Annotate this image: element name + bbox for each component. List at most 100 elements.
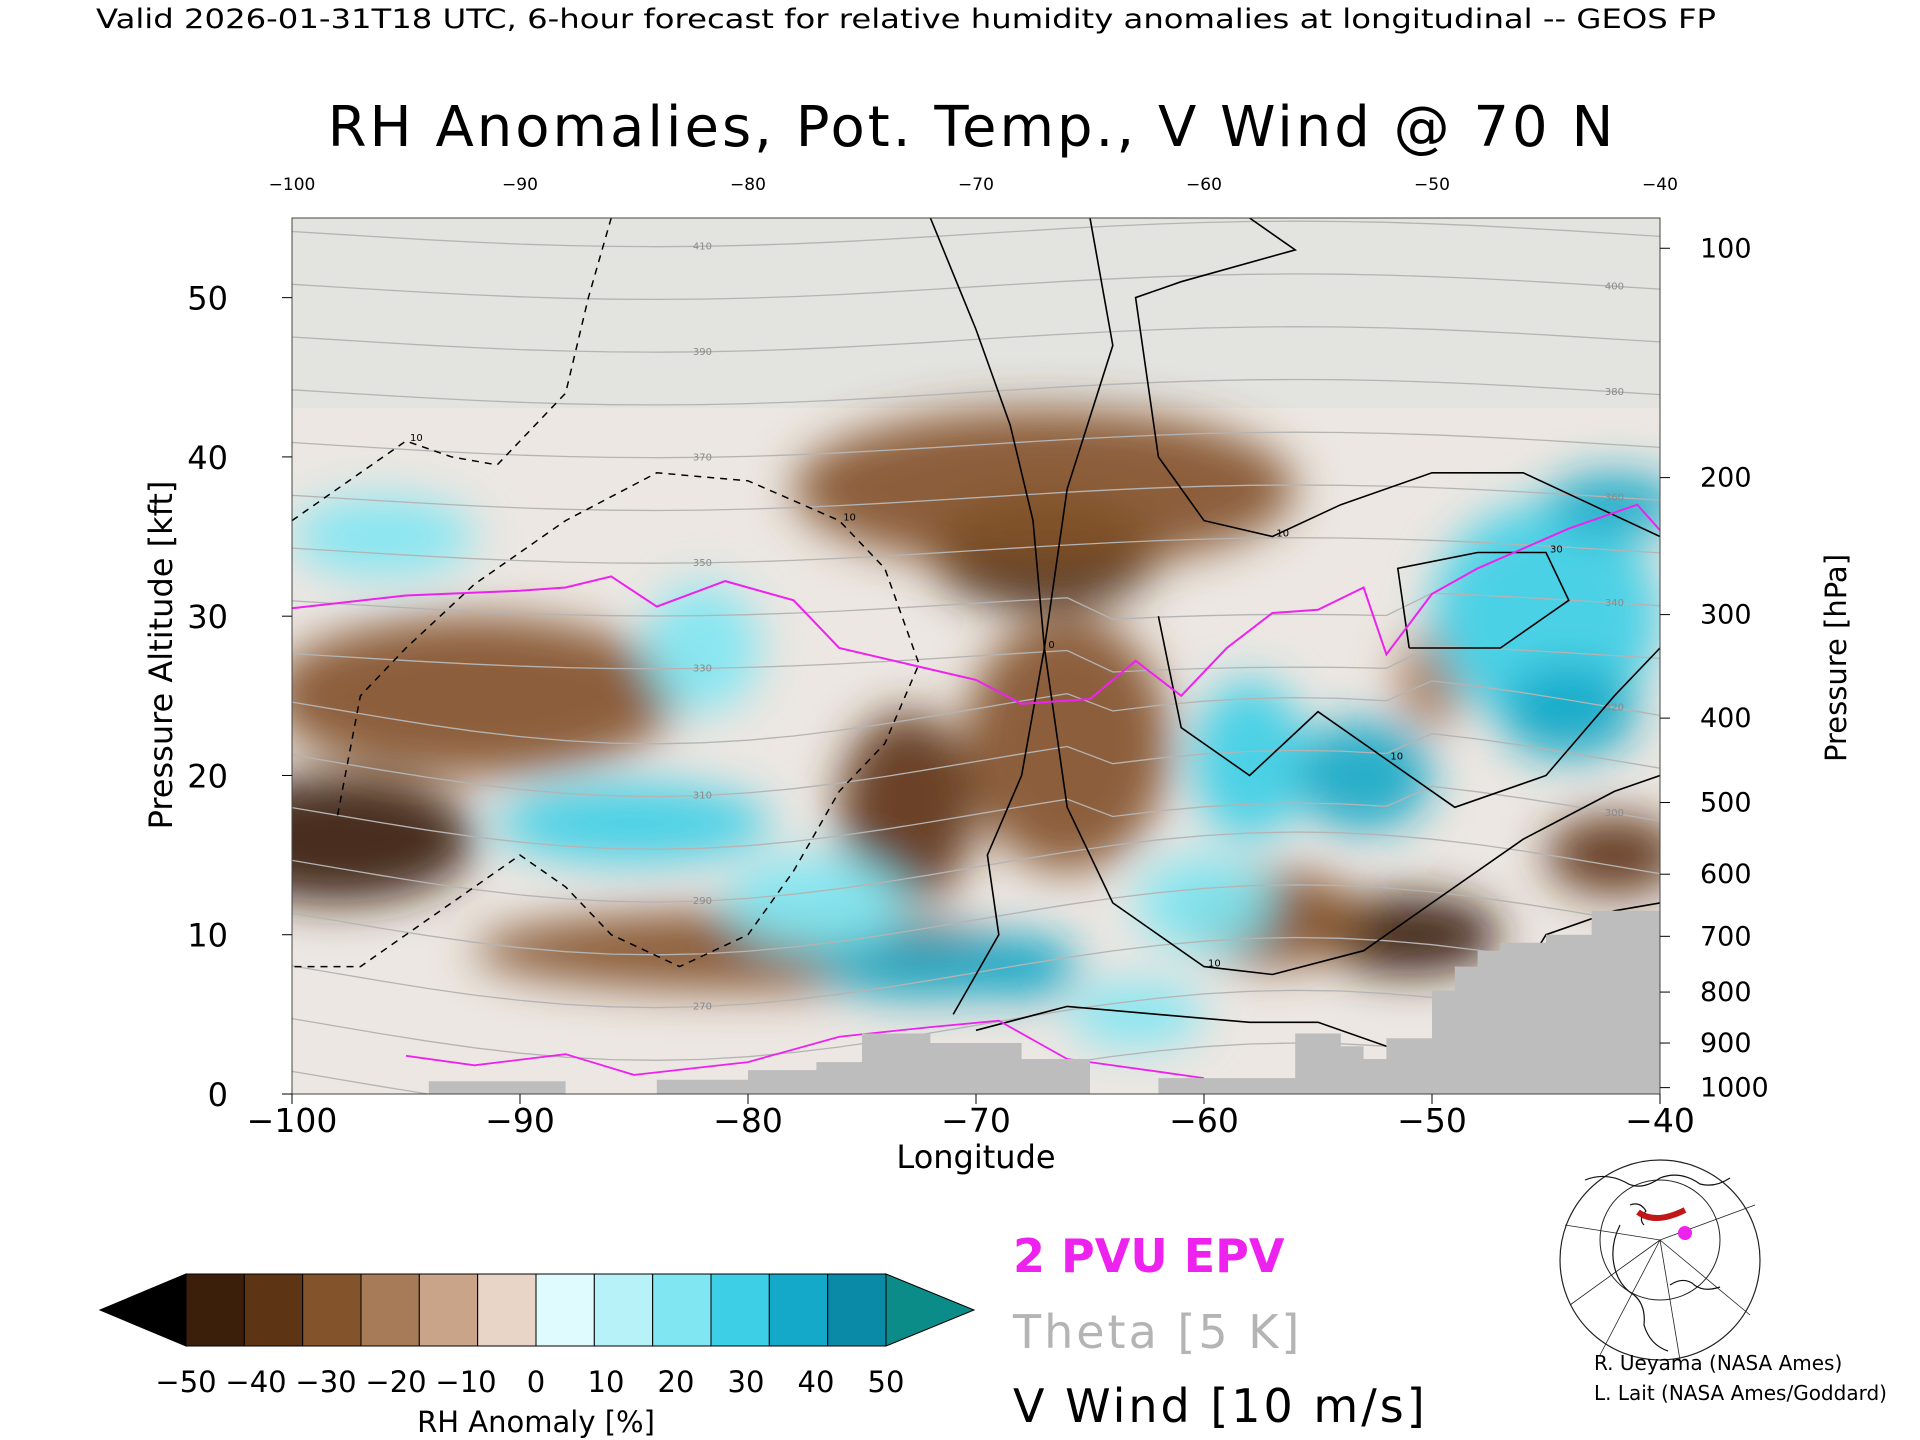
theta-label: 370	[693, 452, 712, 463]
rh-blob	[292, 775, 475, 903]
rh-blob	[292, 496, 475, 577]
top-tick-label: −50	[1414, 175, 1450, 195]
top-tick-label: −70	[958, 175, 994, 195]
theta-line	[292, 431, 1660, 459]
theta-label: 340	[1605, 598, 1624, 609]
legend-vwind: V Wind [10 m/s]	[1013, 1379, 1428, 1433]
colorbar-tick-label: 0	[527, 1365, 545, 1399]
rh-blob	[1192, 679, 1307, 840]
y-tick-label: 0	[208, 1076, 228, 1114]
rh-blob	[1295, 719, 1432, 832]
top-tick-label: −100	[269, 175, 316, 195]
theta-label: 290	[693, 896, 712, 907]
map-outer-circle	[1559, 1159, 1761, 1361]
rh-blob	[497, 783, 771, 864]
upper-neutral-band	[292, 218, 1660, 408]
colorbar-tick-label: −40	[225, 1365, 286, 1399]
theta-line	[292, 936, 1660, 1009]
rh-blob	[1500, 663, 1638, 760]
pressure-tick-label: 200	[1700, 463, 1752, 494]
map-meridian-lines	[1564, 1204, 1756, 1361]
theta-label: 350	[693, 558, 712, 569]
rh-blob	[839, 711, 976, 903]
pressure-tick-label: 500	[1700, 788, 1752, 819]
plot-area: 2502602702802903003103203303403503603703…	[292, 218, 1660, 1094]
right-axis-label: Pressure [hPa]	[1819, 554, 1853, 762]
colorbar-swatch	[593, 1273, 654, 1347]
colorbar-swatch	[418, 1273, 479, 1347]
vwind-contour	[975, 902, 1660, 1047]
colorbar-swatch	[243, 1273, 304, 1347]
rh-blob	[1067, 982, 1204, 1047]
pressure-tick-label: 300	[1700, 600, 1752, 631]
colorbar-tick-label: 50	[868, 1365, 905, 1399]
theta-line	[292, 484, 1660, 512]
top-longitude-axis: −100 −90 −80 −70 −60 −50 −40	[269, 175, 1678, 195]
theta-line	[292, 537, 1660, 564]
theta-label: 380	[1605, 387, 1624, 398]
top-tick-label: −60	[1186, 175, 1222, 195]
vwind-contour-label: 0	[1048, 640, 1054, 651]
valid-time-header: Valid 2026-01-31T18 UTC, 6-hour forecast…	[96, 4, 1716, 35]
pressure-tick-label: 900	[1700, 1028, 1752, 1059]
legend-epv: 2 PVU EPV	[1013, 1229, 1285, 1283]
y-tick-label: 20	[187, 757, 228, 795]
theta-line	[292, 733, 1660, 798]
colorbar-swatch	[652, 1273, 712, 1347]
pressure-tick-label: 400	[1700, 703, 1752, 734]
colorbar-tick-label: −50	[155, 1365, 216, 1399]
theta-line	[292, 273, 1660, 301]
colorbar-swatch	[710, 1273, 770, 1347]
theta-line	[292, 645, 1660, 673]
credit-line-1: R. Ueyama (NASA Ames)	[1594, 1351, 1842, 1375]
vwind-contour-label: 10	[410, 433, 423, 444]
colorbar-tick-label: 20	[658, 1365, 695, 1399]
left-altitude-axis: 0 10 20 30 40 50	[187, 280, 292, 1114]
theta-line	[292, 378, 1660, 406]
top-tick-label: −80	[730, 175, 766, 195]
vwind-contour-label: 30	[1550, 544, 1563, 555]
rh-blob	[1135, 855, 1273, 951]
colorbar-swatch	[360, 1273, 420, 1347]
colorbar-label: RH Anomaly [%]	[417, 1405, 655, 1439]
vwind-contour-label: 10	[1276, 529, 1289, 540]
rh-blob	[964, 934, 1079, 999]
pressure-tick-label: 1000	[1700, 1073, 1769, 1104]
theta-label: 270	[693, 1002, 712, 1013]
theta-label: 410	[693, 241, 712, 252]
epv-line-low	[405, 1019, 1205, 1079]
vwind-negative-contour	[292, 218, 612, 522]
theta-label: 300	[1605, 808, 1624, 819]
terrain-mask	[292, 910, 1660, 1094]
x-tick-label: −70	[941, 1101, 1011, 1140]
vwind-negative-contour	[292, 472, 920, 968]
credit-line-2: L. Lait (NASA Ames/Goddard)	[1594, 1381, 1887, 1405]
pressure-tick-label: 100	[1700, 233, 1752, 264]
theta-label: 400	[1605, 281, 1624, 292]
colorbar-swatch	[302, 1273, 362, 1347]
x-tick-label: −60	[1169, 1101, 1239, 1140]
colorbar-tick-label: 10	[588, 1365, 625, 1399]
map-coastlines	[1584, 1174, 1731, 1352]
x-tick-label: −50	[1397, 1101, 1467, 1140]
vwind-contour	[1396, 551, 1570, 649]
colorbar-under-triangle	[98, 1273, 187, 1347]
rh-blob	[1546, 472, 1660, 537]
vwind-contour-label: 10	[1208, 959, 1221, 970]
map-latitude-ring	[1599, 1179, 1721, 1301]
x-tick-label: −90	[485, 1101, 555, 1140]
colorbar-tick-label: 40	[798, 1365, 835, 1399]
theta-line	[292, 220, 1660, 248]
chart-title: RH Anomalies, Pot. Temp., V Wind @ 70 N	[328, 95, 1617, 160]
vwind-contour	[1157, 616, 1660, 809]
colorbar-tick-label: 30	[728, 1365, 765, 1399]
theta-label: 320	[1605, 703, 1624, 714]
pressure-tick-label: 800	[1700, 977, 1752, 1008]
rh-blob	[725, 855, 908, 951]
rh-blob	[1318, 894, 1501, 975]
terrain-fill	[292, 910, 1660, 1094]
map-location-marker	[1678, 1226, 1692, 1240]
x-axis-label: Longitude	[896, 1138, 1055, 1176]
theta-line	[292, 680, 1660, 745]
